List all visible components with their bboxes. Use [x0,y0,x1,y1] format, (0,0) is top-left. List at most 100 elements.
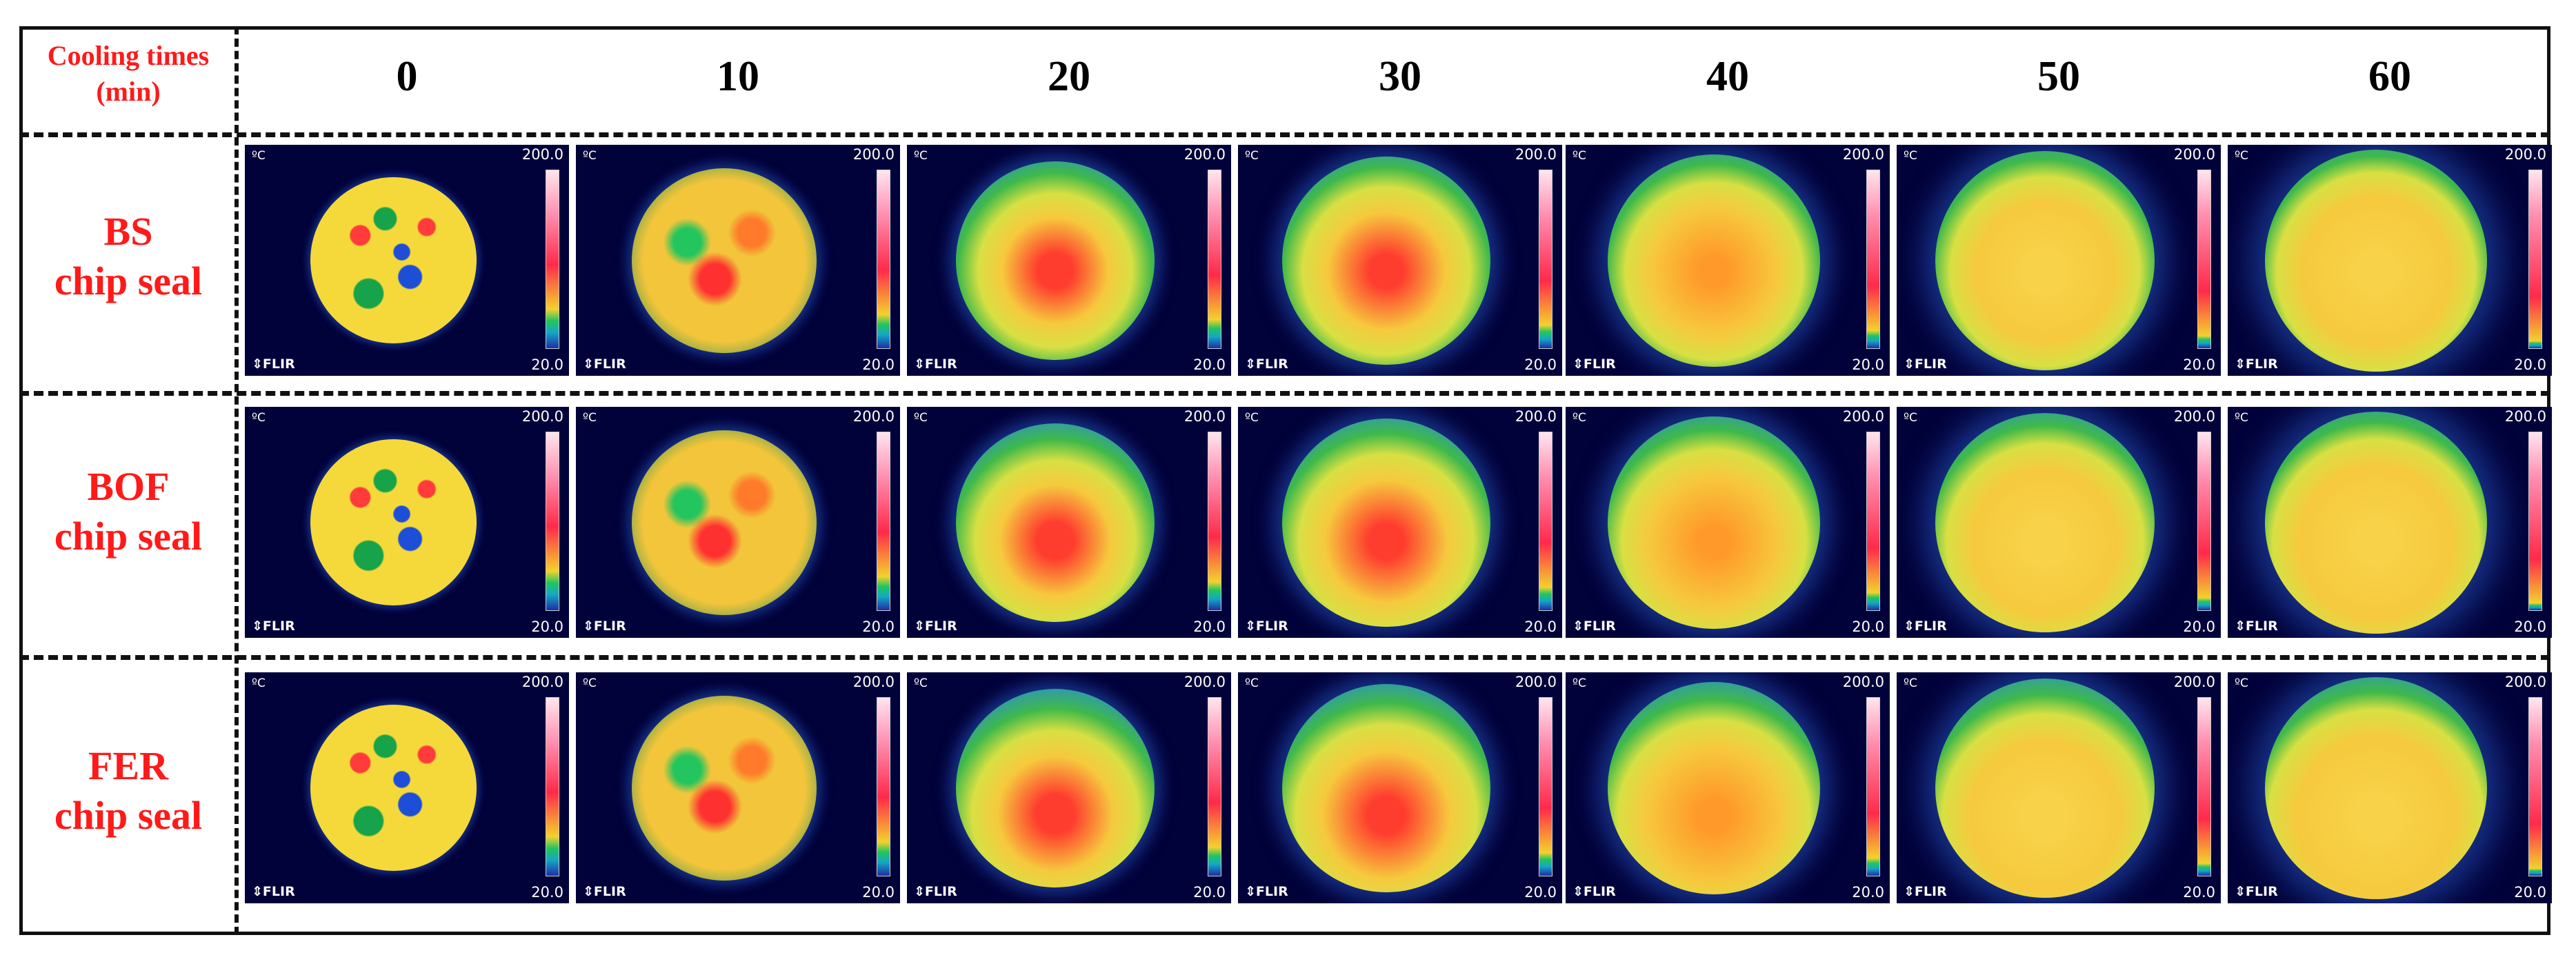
temperature-unit: ºC [1572,676,1586,690]
flir-logo: ⇕FLIR [583,619,626,634]
scale-max: 200.0 [1184,674,1226,690]
thermal-image-r0-c4: ºC 200.0 20.0 ⇕FLIR [1566,145,1890,376]
thermal-image-r0-c1: ºC 200.0 20.0 ⇕FLIR [576,145,900,376]
temperature-unit: ºC [914,676,928,690]
scale-max: 200.0 [2504,146,2546,163]
scale-max: 200.0 [521,408,563,425]
temperature-unit: ºC [1245,411,1259,425]
temperature-color-scale [2197,697,2211,876]
scale-min: 20.0 [1852,619,1884,635]
specimen-heat-disc [1608,681,1820,894]
thermal-image-r0-c6: ºC 200.0 20.0 ⇕FLIR [2228,145,2552,376]
scale-min: 20.0 [531,357,563,373]
scale-max: 200.0 [1515,146,1557,163]
thermal-image-r2-c2: ºC 200.0 20.0 ⇕FLIR [907,672,1231,903]
scale-max: 200.0 [852,674,895,690]
temperature-unit: ºC [2235,676,2248,690]
specimen-heat-disc [632,168,817,353]
flir-logo: ⇕FLIR [1245,357,1288,372]
temperature-unit: ºC [914,411,928,425]
row-label-bs-line2: chip seal [54,259,203,303]
thermal-image-r1-c0: ºC 200.0 20.0 ⇕FLIR [245,407,569,638]
temperature-color-scale [1208,170,1221,349]
temperature-color-scale [1866,432,1880,611]
time-header-4: 40 [1706,53,1749,100]
specimen-heat-disc [632,430,817,615]
scale-max: 200.0 [1842,146,1884,163]
scale-min: 20.0 [1524,357,1557,373]
flir-logo: ⇕FLIR [1245,884,1288,899]
specimen-heat-disc [2265,149,2487,372]
temperature-color-scale [2197,170,2211,349]
thermal-image-r2-c5: ºC 200.0 20.0 ⇕FLIR [1897,672,2221,903]
time-header-2: 20 [1048,53,1090,100]
flir-logo: ⇕FLIR [252,619,295,634]
row-label-bof-line1: BOF [87,464,170,509]
thermal-image-r1-c2: ºC 200.0 20.0 ⇕FLIR [907,407,1231,638]
flir-logo: ⇕FLIR [2235,357,2278,372]
cooling-times-unit: (min) [96,76,161,107]
scale-max: 200.0 [2504,408,2546,425]
specimen-heat-disc [1608,416,1820,629]
specimen-heat-disc [2265,676,2487,899]
scale-min: 20.0 [1193,884,1226,901]
flir-logo: ⇕FLIR [1904,884,1947,899]
flir-logo: ⇕FLIR [1572,884,1616,899]
scale-max: 200.0 [1184,408,1226,425]
cooling-times-label: Cooling times [47,40,210,71]
specimen-heat-disc [1282,418,1490,627]
specimen-heat-disc [956,688,1155,887]
scale-min: 20.0 [1852,357,1884,373]
specimen-heat-disc [2265,411,2487,634]
flir-logo: ⇕FLIR [583,884,626,899]
scale-max: 200.0 [1515,408,1557,425]
specimen-heat-disc [956,423,1155,622]
temperature-color-scale [877,432,890,611]
time-header-5: 50 [2037,53,2080,100]
row-label-bof-line2: chip seal [54,514,203,559]
temperature-unit: ºC [1904,149,1917,163]
scale-min: 20.0 [862,884,895,901]
scale-min: 20.0 [1193,619,1226,635]
row-label-fer-line1: FER [88,743,168,788]
flir-logo: ⇕FLIR [1904,357,1947,372]
temperature-color-scale [1866,170,1880,349]
scale-max: 200.0 [2173,408,2215,425]
flir-logo: ⇕FLIR [2235,884,2278,899]
specimen-heat-disc [956,161,1155,360]
row-divider-header [19,132,2550,137]
scale-min: 20.0 [2183,619,2215,635]
scale-min: 20.0 [531,619,563,635]
flir-logo: ⇕FLIR [2235,619,2278,634]
scale-max: 200.0 [852,408,895,425]
specimen-heat-disc [1282,156,1490,365]
thermal-image-r2-c1: ºC 200.0 20.0 ⇕FLIR [576,672,900,903]
temperature-color-scale [1208,697,1221,876]
specimen-heat-disc [310,177,477,343]
flir-logo: ⇕FLIR [1245,619,1288,634]
flir-logo: ⇕FLIR [914,357,957,372]
temperature-unit: ºC [583,411,597,425]
scale-max: 200.0 [2173,146,2215,163]
scale-min: 20.0 [2514,619,2546,635]
specimen-heat-disc [1282,683,1490,892]
scale-min: 20.0 [2183,884,2215,901]
temperature-color-scale [877,170,890,349]
thermal-image-r1-c1: ºC 200.0 20.0 ⇕FLIR [576,407,900,638]
flir-logo: ⇕FLIR [252,884,295,899]
specimen-heat-disc [632,695,817,881]
temperature-color-scale [877,697,890,876]
temperature-unit: ºC [1572,149,1586,163]
thermal-image-r0-c0: ºC 200.0 20.0 ⇕FLIR [245,145,569,376]
scale-min: 20.0 [1852,884,1884,901]
temperature-color-scale [546,432,559,611]
temperature-color-scale [1539,170,1552,349]
thermal-image-r1-c5: ºC 200.0 20.0 ⇕FLIR [1897,407,2221,638]
temperature-color-scale [1539,697,1552,876]
row-label-fer-line2: chip seal [54,793,203,838]
specimen-heat-disc [1935,150,2155,370]
specimen-heat-disc [310,439,477,605]
temperature-unit: ºC [583,676,597,690]
temperature-unit: ºC [1904,676,1917,690]
temperature-color-scale [2197,432,2211,611]
